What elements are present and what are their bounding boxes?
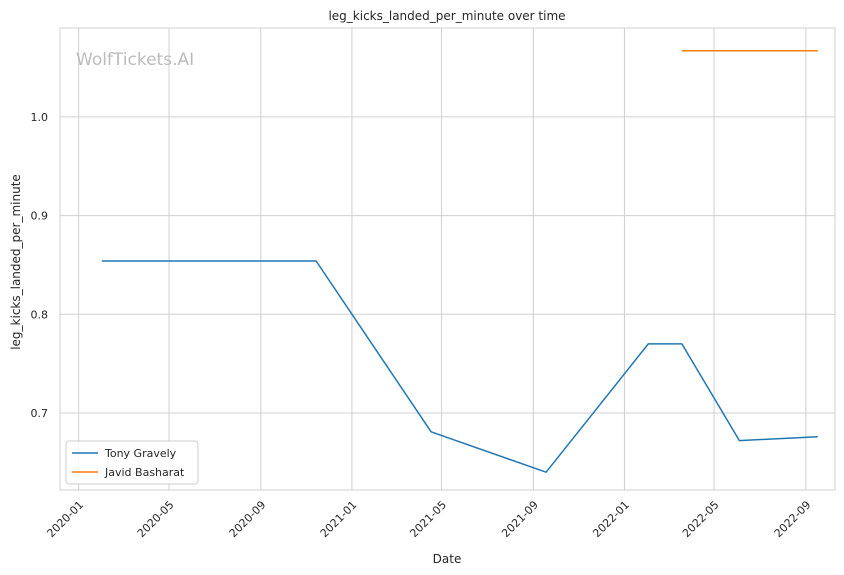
series-line-tony-gravely <box>101 260 818 473</box>
x-tick-label: 2022-05 <box>680 498 722 540</box>
y-tick-label: 0.7 <box>31 407 49 420</box>
x-tick-label: 2020-09 <box>227 498 269 540</box>
y-tick-label: 0.8 <box>31 308 49 321</box>
y-tick-label: 1.0 <box>31 111 49 124</box>
y-tick-label: 0.9 <box>31 210 49 223</box>
watermark: WolfTickets.AI <box>76 50 194 70</box>
x-tick-labels: 2020-01 2020-05 2020-09 2021-01 2021-05 2021-… <box>45 498 814 540</box>
y-axis-label: leg_kicks_landed_per_minute <box>9 174 23 350</box>
y-tick-labels: 0.7 0.8 0.9 1.0 <box>31 111 49 420</box>
legend: Tony Gravely Javid Basharat <box>65 440 199 485</box>
legend-label: Tony Gravely <box>104 447 177 460</box>
x-tick-label: 2020-05 <box>135 498 177 540</box>
x-tick-label: 2022-09 <box>772 498 814 540</box>
legend-box <box>65 440 199 485</box>
grid <box>60 28 835 490</box>
x-tick-label: 2020-01 <box>45 498 87 540</box>
x-tick-label: 2021-05 <box>407 498 449 540</box>
plot-frame <box>59 27 836 491</box>
series <box>101 49 818 473</box>
x-tick-label: 2021-01 <box>318 498 360 540</box>
x-tick-label: 2021-09 <box>499 498 541 540</box>
legend-label: Javid Basharat <box>104 466 185 479</box>
x-tick-label: 2022-01 <box>590 498 632 540</box>
x-axis-label: Date <box>433 552 462 566</box>
chart-title: leg_kicks_landed_per_minute over time <box>328 9 565 23</box>
